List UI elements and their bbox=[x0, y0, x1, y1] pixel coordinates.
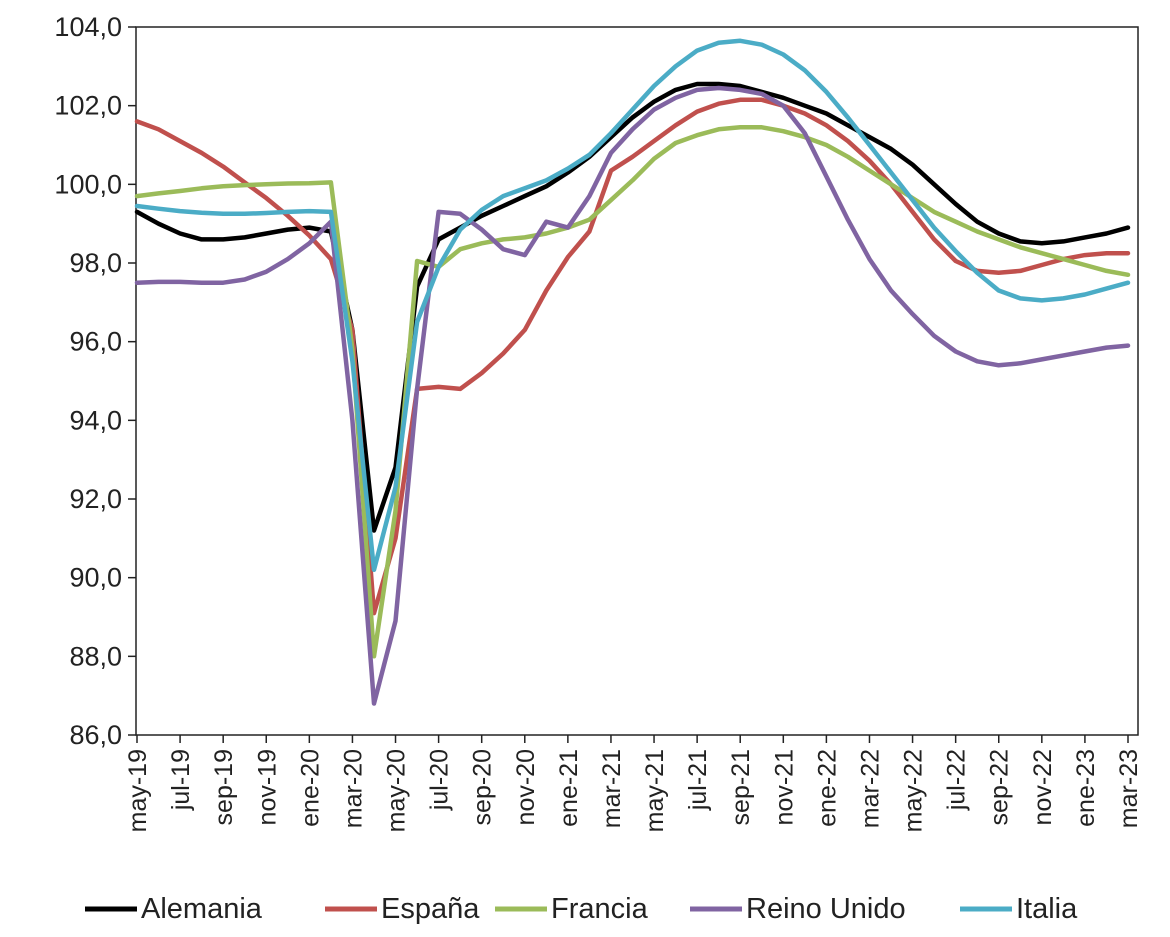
series-line-alemania bbox=[134, 81, 1131, 533]
y-tick-label: 92,0 bbox=[69, 484, 122, 514]
x-tick-label: sep-20 bbox=[469, 749, 497, 825]
legend-label: Alemania bbox=[141, 893, 263, 925]
x-tick-label: may-21 bbox=[641, 749, 669, 832]
y-tick-label: 98,0 bbox=[69, 248, 122, 278]
x-tick-label: jul-19 bbox=[167, 749, 195, 811]
legend-label: España bbox=[381, 893, 480, 925]
y-tick-label: 100,0 bbox=[54, 169, 122, 199]
x-axis: may-19 jul-19 sep-19 nov-19 ene-20 mar-20 may-… bbox=[124, 735, 1143, 832]
legend-label: Italia bbox=[1016, 893, 1078, 925]
x-tick-label: sep-19 bbox=[210, 749, 238, 825]
x-tick-label: sep-22 bbox=[986, 749, 1014, 825]
y-axis: 86,0 88,0 90,0 92,0 94,0 96,0 98,0 100,0 102,0 10… bbox=[54, 12, 136, 750]
series-line-reino-unido bbox=[134, 85, 1131, 706]
x-tick-label: jul-21 bbox=[684, 749, 712, 811]
series-line-francia bbox=[134, 125, 1131, 659]
y-tick-label: 104,0 bbox=[54, 12, 122, 42]
x-tick-label: nov-21 bbox=[770, 749, 798, 825]
series-lines bbox=[134, 38, 1131, 706]
x-tick-label: nov-19 bbox=[253, 749, 281, 825]
x-tick-label: jul-22 bbox=[943, 749, 971, 811]
y-tick-label: 88,0 bbox=[69, 641, 122, 671]
plot-area-border bbox=[135, 26, 1139, 736]
legend-label: Reino Unido bbox=[746, 893, 906, 925]
x-tick-label: nov-20 bbox=[512, 749, 540, 825]
x-tick-label: ene-21 bbox=[555, 749, 583, 827]
legend-label: Francia bbox=[551, 893, 649, 925]
x-tick-label: jul-20 bbox=[426, 749, 454, 811]
x-tick-label: ene-22 bbox=[813, 749, 841, 827]
y-tick-label: 90,0 bbox=[69, 563, 122, 593]
x-tick-label: may-22 bbox=[900, 749, 928, 832]
legend: Alemania España Francia Reino Unido Italia bbox=[85, 893, 1078, 925]
y-tick-label: 96,0 bbox=[69, 327, 122, 357]
x-tick-label: mar-20 bbox=[339, 749, 367, 828]
x-tick-label: nov-22 bbox=[1029, 749, 1057, 825]
x-tick-label: mar-23 bbox=[1115, 749, 1143, 828]
y-tick-label: 86,0 bbox=[69, 720, 122, 750]
series-line-espana bbox=[134, 97, 1131, 616]
y-tick-label: 102,0 bbox=[54, 91, 122, 121]
x-tick-label: may-20 bbox=[383, 749, 411, 832]
x-tick-label: sep-21 bbox=[727, 749, 755, 825]
x-tick-label: mar-21 bbox=[598, 749, 626, 828]
x-tick-label: may-19 bbox=[124, 749, 152, 832]
x-tick-label: mar-22 bbox=[856, 749, 884, 828]
x-tick-label: ene-23 bbox=[1072, 749, 1100, 827]
series-line-italia bbox=[134, 38, 1131, 573]
y-tick-label: 94,0 bbox=[69, 405, 122, 435]
x-tick-label: ene-20 bbox=[296, 749, 324, 827]
